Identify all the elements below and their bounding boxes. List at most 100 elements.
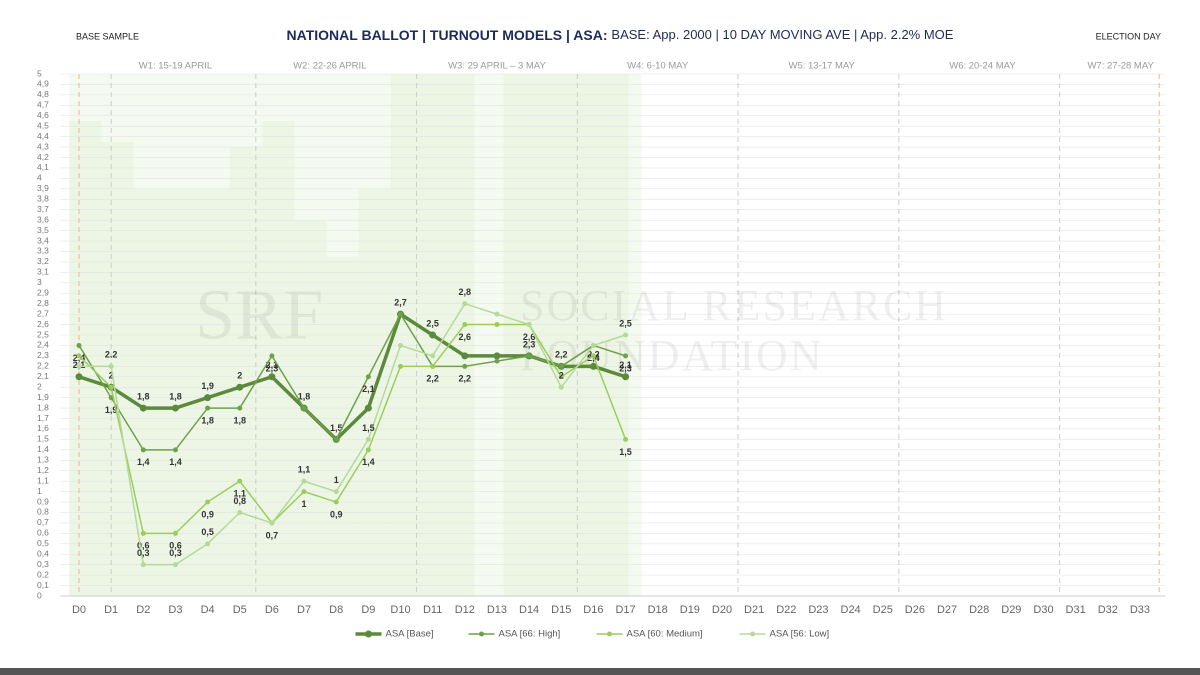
series-point [269, 520, 275, 526]
data-label: 2,7 [394, 297, 407, 307]
series-point [623, 436, 629, 442]
data-label: 1,4 [137, 457, 150, 467]
data-label: 2,5 [426, 318, 439, 328]
y-tick-label: 3,7 [37, 204, 49, 214]
x-tick-label: D31 [1066, 604, 1086, 616]
series-point [364, 404, 372, 412]
series-point [398, 363, 403, 369]
series-point [494, 322, 500, 328]
y-tick-label: 3,6 [37, 214, 49, 224]
x-tick-label: D11 [423, 604, 442, 616]
y-tick-label: 2,4 [37, 340, 49, 350]
y-tick-label: 2,8 [37, 298, 49, 308]
y-tick-label: 1,8 [37, 402, 49, 412]
y-tick-label: 2,9 [37, 287, 49, 297]
data-label: 1 [334, 475, 339, 485]
data-label: 1 [302, 499, 307, 509]
y-tick-label: 4 [37, 173, 42, 183]
y-tick-label: 3,2 [37, 256, 49, 266]
x-tick-label: D18 [648, 604, 668, 616]
series-point [140, 562, 146, 568]
y-tick-label: 3 [37, 277, 42, 287]
y-tick-label: 0 [37, 590, 42, 600]
data-label: 1,8 [169, 391, 182, 401]
data-label: 2.2 [105, 350, 118, 360]
data-label: 2,5 [619, 318, 632, 328]
series-point [590, 353, 596, 359]
series-point [205, 499, 211, 505]
y-tick-label: 0,6 [37, 528, 49, 538]
data-label: 1,8 [233, 415, 246, 425]
y-tick-label: 3,1 [37, 267, 49, 277]
data-label: 1,9 [201, 381, 214, 391]
y-tick-label: 0,1 [37, 580, 49, 590]
legend-label: ASA [66: High] [499, 629, 561, 640]
series-point [237, 478, 243, 484]
series-point [622, 373, 630, 381]
week-label: W5: 13-17 MAY [788, 61, 855, 72]
data-label: 1,1 [233, 489, 246, 499]
data-label: 2,3 [619, 363, 632, 373]
series-point [429, 331, 437, 339]
x-tick-label: D23 [808, 604, 828, 616]
y-tick-label: 4,5 [37, 120, 49, 130]
y-tick-label: 1,9 [37, 392, 49, 402]
x-tick-label: D5 [233, 604, 247, 616]
x-tick-label: D29 [1001, 604, 1021, 616]
y-tick-label: 1,7 [37, 413, 49, 423]
series-point [558, 363, 564, 369]
series-point [269, 353, 275, 359]
data-label: 1,9 [105, 405, 118, 415]
series-point [76, 342, 82, 348]
y-tick-label: 2,6 [37, 319, 49, 329]
week-label: W1: 15-19 APRIL [139, 61, 212, 72]
left-note: BASE SAMPLE [76, 31, 139, 41]
y-tick-label: 1,2 [37, 465, 49, 475]
y-tick-label: 0,4 [37, 548, 49, 558]
legend-swatch [365, 630, 372, 638]
series-point [398, 342, 403, 348]
data-label: 1,4 [169, 457, 182, 467]
y-tick-label: 2,2 [37, 361, 49, 371]
series-line [78, 313, 626, 451]
y-tick-label: 1,3 [37, 455, 49, 465]
y-tick-label: 0,7 [37, 517, 49, 527]
x-tick-label: D2 [136, 604, 150, 616]
data-label: 0,5 [201, 527, 214, 537]
y-tick-label: 3,9 [37, 183, 49, 193]
data-label: 0,9 [330, 509, 343, 519]
series-point [236, 383, 244, 391]
series-point [301, 478, 307, 484]
x-tick-label: D4 [201, 604, 215, 616]
data-label: 0,3 [169, 548, 182, 558]
series-point [172, 562, 178, 568]
data-label: 2,1 [266, 360, 279, 370]
x-tick-label: D6 [265, 604, 279, 616]
y-tick-label: 0,3 [37, 559, 49, 569]
series-point [76, 363, 82, 369]
data-label: 1,8 [137, 391, 150, 401]
x-tick-label: D32 [1098, 604, 1118, 616]
y-tick-label: 3,4 [37, 235, 49, 245]
data-label: 1,5 [362, 423, 375, 433]
series-point [301, 405, 307, 411]
series-point [430, 353, 436, 359]
week-label: W4: 6-10 MAY [627, 61, 689, 72]
y-tick-label: 4,9 [37, 79, 49, 89]
series-point [333, 499, 339, 505]
data-label: 1,4 [362, 457, 375, 467]
y-tick-label: 1,6 [37, 423, 49, 433]
y-tick-label: 4,2 [37, 152, 49, 162]
y-tick-label: 4,7 [37, 100, 49, 110]
x-tick-label: D25 [873, 604, 893, 616]
y-tick-label: 2,7 [37, 308, 49, 318]
bottom-bar [0, 668, 1200, 675]
series-point [462, 363, 468, 369]
y-tick-label: 2,3 [37, 350, 49, 360]
y-tick-label: 1,4 [37, 444, 49, 454]
x-tick-label: D14 [519, 604, 539, 616]
series-point [493, 352, 501, 360]
x-tick-label: D16 [583, 604, 603, 616]
y-tick-label: 4,4 [37, 131, 49, 141]
series-point [140, 530, 146, 536]
